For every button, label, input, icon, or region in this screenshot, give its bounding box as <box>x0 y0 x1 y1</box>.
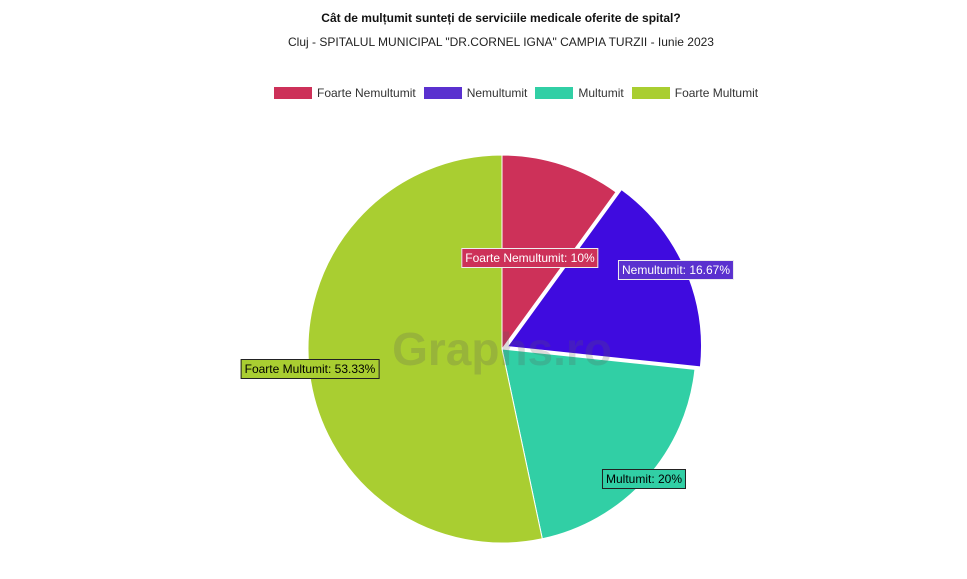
watermark: Graphs.ro <box>392 323 612 375</box>
legend-swatch <box>274 87 312 99</box>
data-label: Foarte Multumit: 53.33% <box>240 359 380 379</box>
data-label: Multumit: 20% <box>601 469 687 489</box>
chart-title: Cât de mulțumit sunteți de serviciile me… <box>321 11 681 25</box>
data-label: Nemultumit: 16.67% <box>617 260 735 280</box>
legend-item[interactable]: Multumit <box>535 86 624 100</box>
chart-subtitle: Cluj - SPITALUL MUNICIPAL "DR.CORNEL IGN… <box>288 35 714 49</box>
legend-label: Nemultumit <box>466 86 528 100</box>
data-label: Foarte Nemultumit: 10% <box>461 248 599 268</box>
legend-swatch <box>631 87 670 99</box>
legend: Foarte Nemultumit Nemultumit Multumit Fo… <box>274 86 766 100</box>
legend-label: Foarte Nemultumit <box>317 86 416 100</box>
legend-item[interactable]: Nemultumit <box>423 86 528 100</box>
legend-item[interactable]: Foarte Multumit <box>631 86 759 100</box>
legend-swatch <box>423 87 462 99</box>
legend-label: Foarte Multumit <box>674 86 759 100</box>
legend-swatch <box>535 87 574 99</box>
legend-label: Multumit <box>578 86 624 100</box>
legend-item[interactable]: Foarte Nemultumit <box>274 86 416 100</box>
